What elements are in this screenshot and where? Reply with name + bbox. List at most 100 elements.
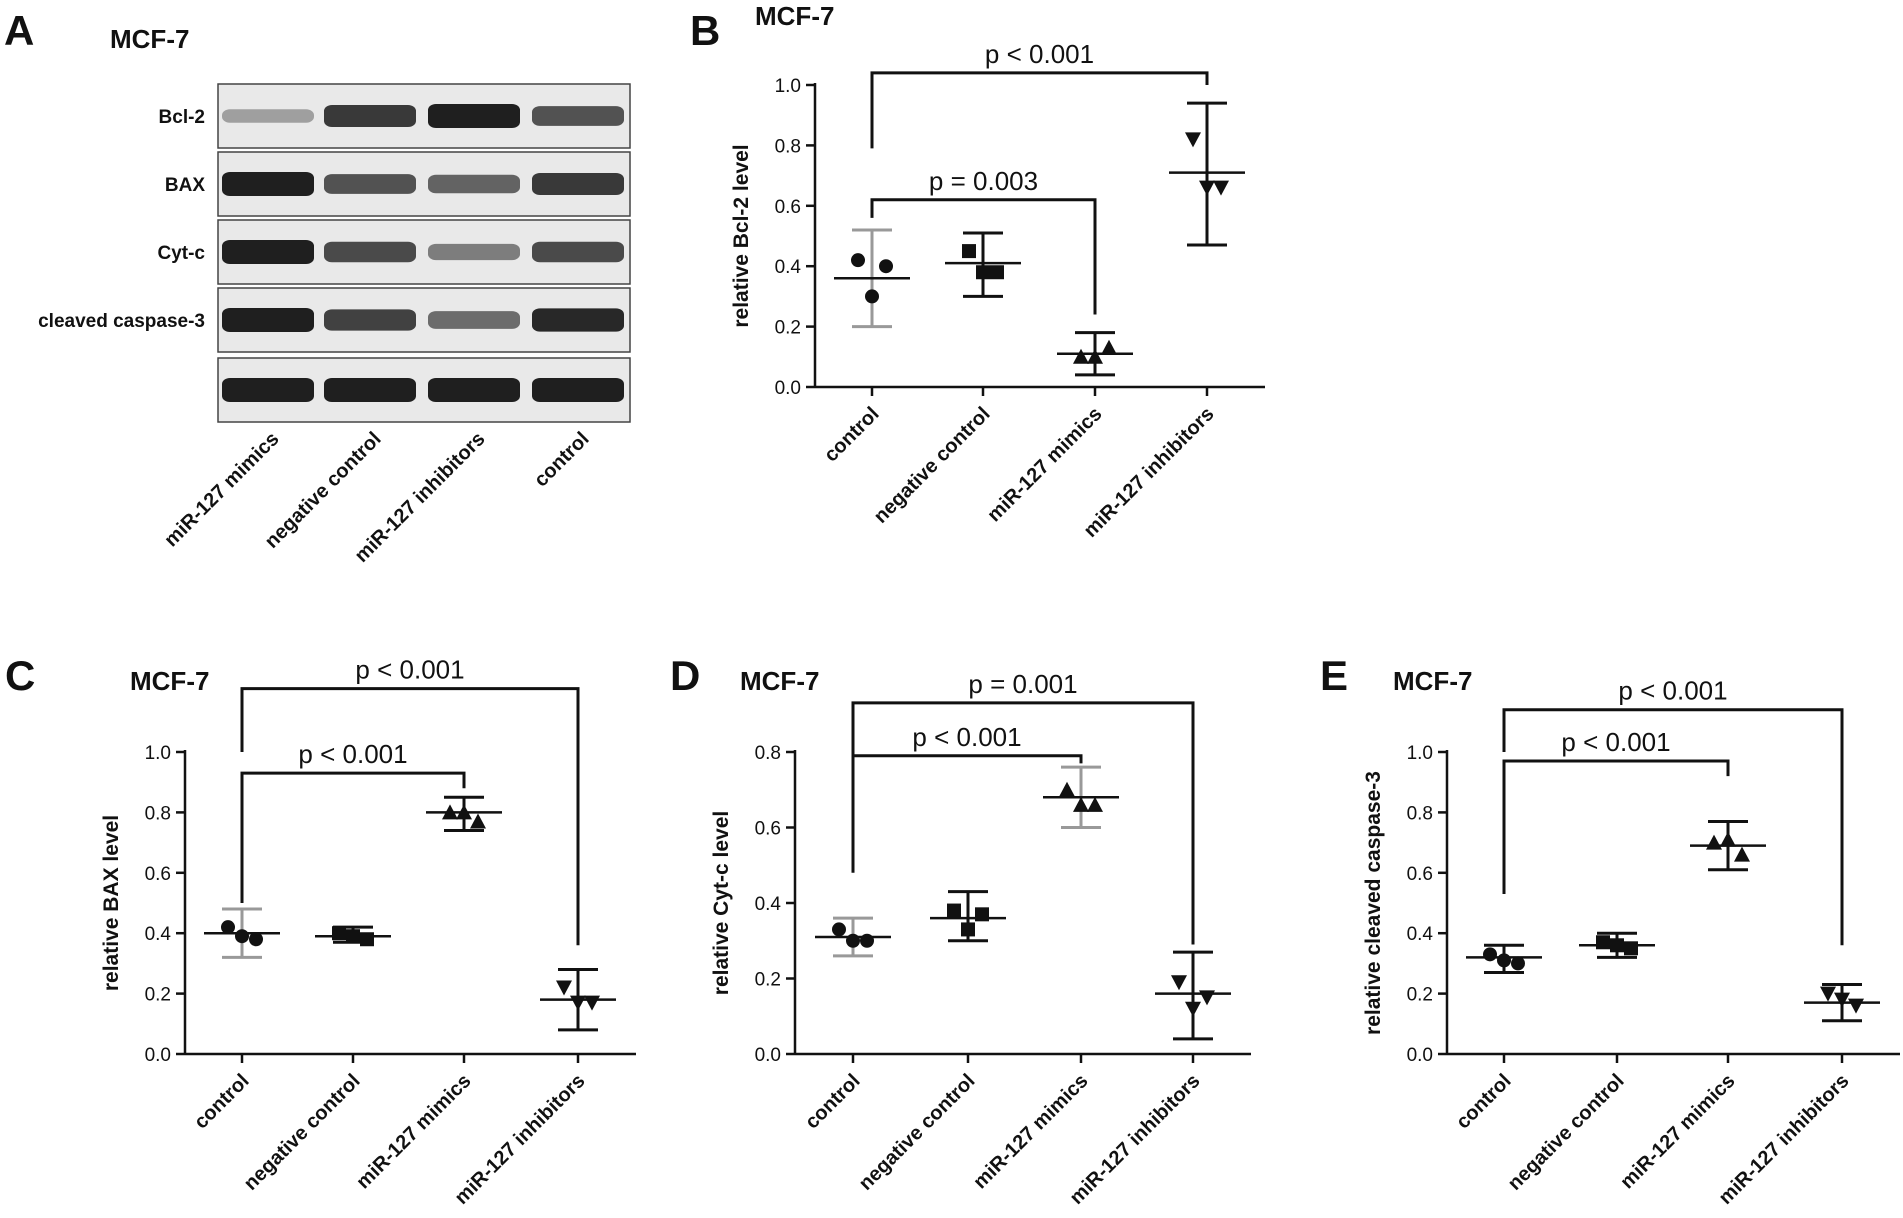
data-point (332, 926, 346, 941)
data-group (204, 907, 280, 959)
significance-bracket (240, 771, 466, 903)
data-point (1171, 975, 1187, 991)
data-point (570, 995, 586, 1011)
blot-row (217, 357, 631, 423)
y-tick-label: 0.8 (1407, 803, 1433, 824)
p-value-label: p < 0.001 (912, 722, 1021, 752)
y-tick-label: 0.2 (755, 970, 781, 991)
chart-title: MCF-7 (1393, 666, 1472, 696)
blot-row-label: Cyt-c (157, 243, 205, 264)
data-point (249, 932, 263, 947)
significance-bracket (851, 701, 1195, 945)
blot-band (532, 241, 624, 263)
data-point (1820, 986, 1836, 1002)
significance-bracket (1502, 708, 1844, 946)
chart-title: MCF-7 (755, 1, 834, 31)
data-point (990, 265, 1004, 280)
category-label: miR-127 inhibitors (1715, 1070, 1854, 1209)
data-group (945, 231, 1021, 298)
data-group (930, 890, 1006, 943)
significance-bracket (240, 687, 580, 946)
y-tick-label: 0.2 (1407, 985, 1433, 1006)
data-point (470, 813, 486, 829)
blot-band (428, 243, 520, 261)
significance-bracket (1502, 759, 1730, 894)
blot-band (532, 173, 624, 195)
y-tick-label: 0.4 (1407, 924, 1434, 945)
data-point (1624, 941, 1638, 956)
blot-band (428, 378, 520, 402)
category-label: negative control (855, 1070, 980, 1195)
data-point (1720, 831, 1736, 847)
p-value-label: p < 0.001 (1561, 727, 1670, 757)
data-group (1579, 931, 1655, 959)
data-point (1073, 348, 1089, 364)
panel-label-e: E (1320, 652, 1348, 699)
data-group (1155, 950, 1231, 1041)
significance-bracket (870, 198, 1097, 315)
lane-label: control (530, 428, 593, 491)
blot-band (532, 378, 624, 402)
p-value-label: p < 0.001 (985, 39, 1094, 69)
data-group (315, 925, 391, 947)
y-tick-label: 0.8 (145, 803, 171, 824)
data-point (584, 995, 600, 1011)
panel-label-b: B (690, 7, 720, 54)
category-label: control (190, 1070, 253, 1133)
y-tick-label: 0.6 (775, 197, 801, 218)
data-point (1848, 998, 1864, 1014)
data-group (1804, 983, 1880, 1023)
significance-bracket (851, 754, 1083, 873)
blot-row (217, 287, 631, 353)
blot-band (324, 241, 416, 263)
y-tick-label: 0.6 (755, 819, 781, 840)
blot-band (222, 240, 314, 264)
data-point (1059, 781, 1075, 797)
panel-a-title: MCF-7 (110, 24, 189, 54)
y-tick-label: 1.0 (1407, 743, 1433, 764)
blot-row (217, 151, 631, 217)
category-label: negative control (1504, 1070, 1629, 1195)
y-tick-label: 0.2 (775, 318, 801, 339)
category-label: miR-127 inhibitors (451, 1070, 590, 1209)
data-point (1610, 938, 1624, 953)
data-group (1057, 331, 1133, 377)
panel-label-c: C (5, 652, 35, 699)
blot-band (428, 104, 520, 128)
blot-band (324, 378, 416, 402)
data-group (540, 967, 616, 1032)
data-group (1043, 765, 1119, 829)
blot-band (222, 172, 314, 196)
p-value-label: p = 0.003 (929, 166, 1038, 196)
y-tick-label: 0.0 (775, 378, 801, 399)
data-point (865, 289, 879, 304)
y-tick-label: 0.6 (145, 864, 171, 885)
blot-row (217, 219, 631, 285)
blot-band (324, 105, 416, 127)
data-point (456, 804, 472, 820)
data-point (1087, 348, 1103, 364)
data-point (346, 929, 360, 944)
blot-band (532, 106, 624, 126)
data-point (1185, 132, 1201, 148)
blot-row-label: BAX (165, 175, 205, 196)
category-label: miR-127 mimics (352, 1070, 475, 1193)
data-point (846, 933, 860, 948)
y-tick-label: 0.8 (775, 136, 801, 157)
data-group (815, 916, 891, 958)
blot-row (217, 83, 631, 149)
y-tick-label: 0.4 (755, 894, 782, 915)
data-point (976, 265, 990, 280)
data-point (1073, 796, 1089, 812)
data-point (1596, 935, 1610, 950)
data-point (360, 932, 374, 947)
data-point (1706, 834, 1722, 850)
chart-title: MCF-7 (130, 666, 209, 696)
data-point (851, 253, 865, 268)
y-tick-label: 0.2 (145, 985, 171, 1006)
blot-row-label: Bcl-2 (159, 107, 205, 128)
p-value-label: p < 0.001 (298, 739, 407, 769)
y-tick-label: 0.4 (145, 924, 172, 945)
